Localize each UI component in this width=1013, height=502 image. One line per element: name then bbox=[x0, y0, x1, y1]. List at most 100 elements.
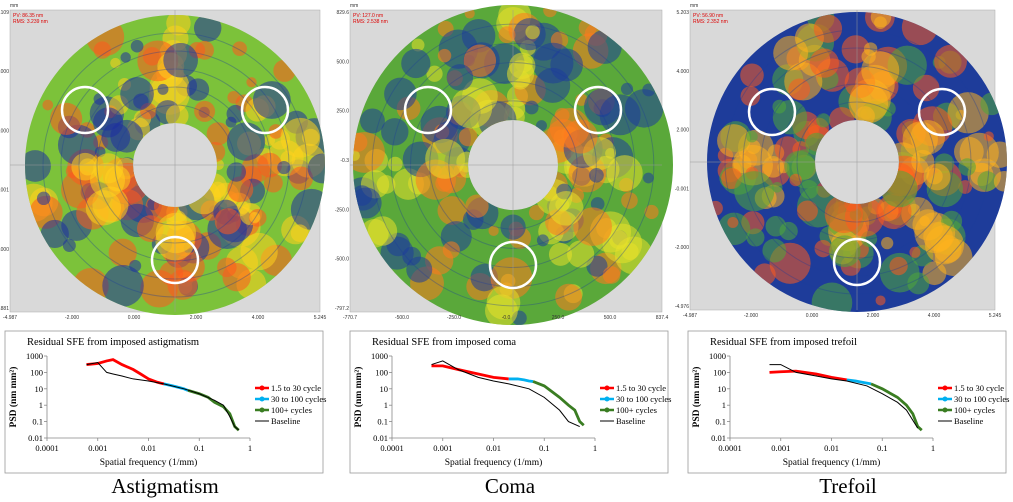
surface-blob bbox=[488, 225, 499, 236]
map-x-tick: 837.4 bbox=[656, 315, 669, 321]
map-y-tick: 5.203 bbox=[676, 10, 689, 16]
legend-marker bbox=[259, 385, 265, 391]
surface-blob bbox=[42, 99, 54, 111]
x-tick-label: 0.001 bbox=[433, 443, 452, 453]
surface-blob bbox=[909, 246, 921, 258]
surface-blob bbox=[567, 240, 595, 268]
y-tick-label: 0.01 bbox=[373, 433, 388, 443]
legend-marker bbox=[942, 385, 948, 391]
surface-blob bbox=[71, 152, 99, 181]
surface-blob bbox=[621, 192, 638, 209]
map-y-tick: 0.001 bbox=[0, 188, 9, 194]
surface-blob bbox=[163, 42, 198, 78]
series-line bbox=[508, 377, 534, 383]
surface-blob bbox=[746, 130, 758, 143]
legend-label: Baseline bbox=[954, 416, 983, 426]
surface-blob bbox=[814, 239, 832, 258]
map-y-tick: -2.000 bbox=[675, 245, 689, 251]
surface-blob bbox=[290, 224, 309, 242]
surface-blob bbox=[746, 228, 765, 247]
surface-blob bbox=[232, 41, 247, 57]
y-tick-label: 100 bbox=[30, 367, 43, 377]
surface-blob bbox=[548, 191, 584, 226]
surface-blob bbox=[280, 117, 321, 158]
surface-blob bbox=[446, 64, 474, 91]
map-x-tick: -500.0 bbox=[395, 315, 409, 321]
surface-blob bbox=[226, 122, 266, 161]
map-x-tick: 4.000 bbox=[252, 315, 265, 321]
legend-label: 100+ cycles bbox=[271, 405, 312, 415]
highlight-circle bbox=[917, 87, 967, 137]
legend-label: 1.5 to 30 cycle bbox=[271, 383, 321, 393]
x-tick-label: 0.001 bbox=[771, 443, 790, 453]
surface-blob bbox=[227, 90, 241, 104]
caption: Astigmatism bbox=[111, 474, 218, 498]
legend-marker bbox=[942, 396, 948, 402]
surface-blob bbox=[252, 81, 291, 119]
surface-blob bbox=[813, 14, 843, 43]
surface-blob bbox=[881, 237, 894, 250]
pv-label: PV: 56.90 nm bbox=[693, 13, 723, 19]
x-tick-label: 0.1 bbox=[539, 443, 550, 453]
chart-title: Residual SFE from imposed coma bbox=[372, 337, 516, 348]
map-x-tick: 2.000 bbox=[867, 313, 880, 319]
surface-blob bbox=[93, 107, 124, 138]
surface-blob bbox=[401, 48, 431, 79]
surface-blob bbox=[605, 148, 616, 159]
surface-blob bbox=[772, 99, 808, 135]
surface-blob bbox=[186, 78, 210, 101]
y-tick-label: 10 bbox=[380, 384, 389, 394]
surface-blob bbox=[788, 78, 811, 101]
y-axis-label: PSD (nm mm²) bbox=[8, 367, 19, 428]
surface-blob bbox=[387, 156, 403, 172]
surface-blob bbox=[606, 155, 643, 192]
map-y-tick: 5.109 bbox=[0, 10, 9, 16]
legend-label: 30 to 100 cycles bbox=[271, 394, 326, 404]
chart-frame bbox=[687, 330, 1007, 474]
surface-blob bbox=[90, 162, 126, 198]
rms-label: RMS: 3.239 nm bbox=[13, 19, 48, 25]
surface-blob bbox=[226, 104, 245, 123]
surface-blob bbox=[811, 282, 853, 312]
map-x-tick: 4.000 bbox=[928, 313, 941, 319]
chart-frame bbox=[4, 330, 324, 474]
rms-label: RMS: 2.538 nm bbox=[353, 19, 388, 25]
x-tick-label: 0.001 bbox=[88, 443, 107, 453]
surface-blob bbox=[816, 113, 831, 128]
surface-blob bbox=[789, 173, 802, 187]
legend-marker bbox=[259, 407, 265, 413]
series-line bbox=[870, 382, 923, 432]
surface-blob bbox=[193, 15, 222, 42]
surface-blob bbox=[524, 100, 539, 115]
map-x-tick: -0.0 bbox=[502, 315, 511, 321]
surface-blob bbox=[85, 190, 122, 226]
y-tick-label: 1000 bbox=[709, 351, 726, 361]
chart-title: Residual SFE from imposed astigmatism bbox=[27, 337, 199, 348]
surface-blob bbox=[977, 171, 998, 192]
surface-blob bbox=[912, 74, 940, 102]
surface-blob bbox=[907, 272, 930, 295]
map-y-tick: -250.0 bbox=[335, 207, 349, 213]
surface-blob bbox=[249, 211, 261, 223]
map-x-tick: 0.000 bbox=[806, 313, 819, 319]
map-unit: mm bbox=[10, 3, 18, 9]
surface-blob bbox=[824, 194, 863, 234]
x-tick-label: 0.01 bbox=[824, 443, 839, 453]
map-x-tick: 0.000 bbox=[128, 315, 141, 321]
map-y-tick: -2.000 bbox=[0, 247, 9, 253]
surface-blob bbox=[796, 200, 818, 222]
surface-blob bbox=[50, 102, 83, 135]
y-tick-label: 0.01 bbox=[28, 433, 43, 443]
map-x-tick: 500.0 bbox=[604, 315, 617, 321]
map-x-tick: -4.987 bbox=[683, 313, 697, 319]
surface-blob bbox=[62, 239, 76, 253]
surface-blob bbox=[983, 131, 994, 142]
surface-blob bbox=[740, 86, 761, 106]
map-y-tick: -4.976 bbox=[675, 304, 689, 310]
surface-blob bbox=[550, 48, 583, 82]
surface-blob bbox=[602, 266, 621, 284]
series-line bbox=[846, 378, 872, 386]
surface-blob bbox=[911, 149, 935, 173]
